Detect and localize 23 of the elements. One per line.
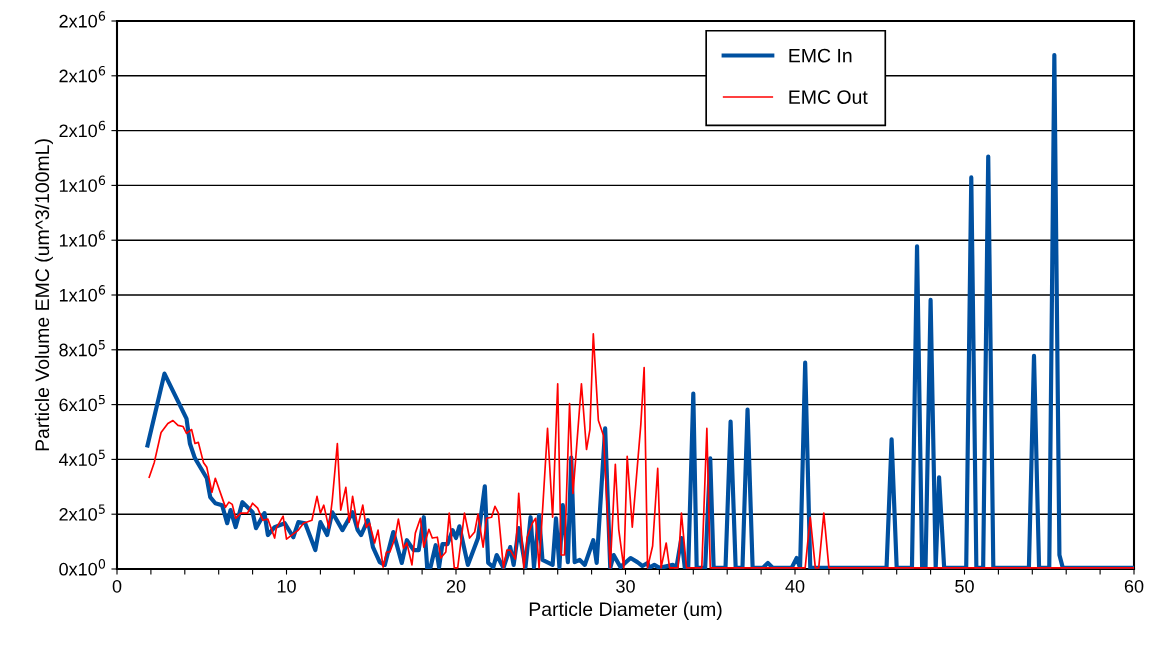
y-tick-label: 2x10$^{6}$ [59,120,106,138]
y-tick-label: 8x10$^{5}$ [59,340,105,357]
y-tick-label: 2x10$^{6}$ [59,65,106,83]
x-tick-label: 60 [1124,579,1144,593]
y-tick-label: 0x10$^{0}$ [59,559,106,576]
y-tick-label: 6x10$^{5}$ [59,394,105,412]
x-axis-title: Particle Diameter (um) [529,601,722,620]
y-axis-title: Particle Volume EMC (um^3/100mL) [34,139,53,451]
line-series [148,333,1134,569]
legend-label: EMC In [789,48,852,63]
y-tick-label: 1x10$^{6}$ [59,230,106,247]
x-tick-label: 40 [785,579,805,593]
y-tick-label: 4x10$^{5}$ [58,449,105,466]
y-tick-label: 2x10$^{6}$ [59,11,106,28]
x-tick-label: 50 [955,579,974,593]
y-tick-label: 1x10$^{6}$ [59,175,106,192]
x-tick-label: 0 [112,579,122,593]
y-tick-label: 2x10$^{5}$ [59,504,105,521]
x-tick-label: 20 [446,579,466,593]
x-tick-label: 10 [277,579,296,593]
legend-label: EMC Out [789,90,868,104]
y-tick-label: 1x10$^{6}$ [59,285,106,302]
x-tick-label: 30 [616,579,635,593]
